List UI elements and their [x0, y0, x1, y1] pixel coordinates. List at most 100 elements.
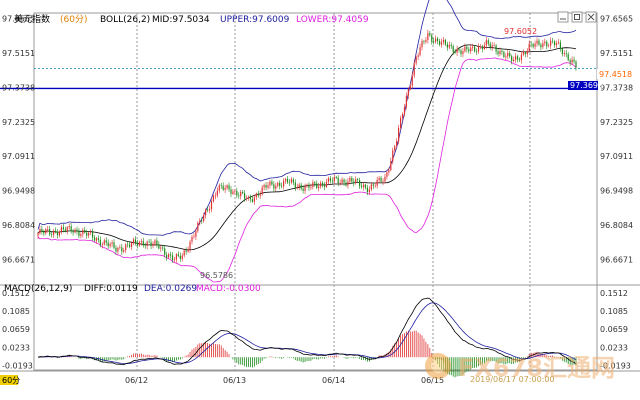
candle-body [74, 229, 76, 233]
candle-body [433, 41, 435, 43]
candle-body [49, 229, 51, 235]
candle-body [337, 177, 339, 184]
candle-body [503, 51, 505, 57]
candle-body [343, 179, 345, 183]
candle-body [208, 209, 211, 211]
macd-tick-label-left: 0.1512 [2, 289, 30, 298]
candle-body [66, 227, 68, 232]
candle-body [54, 230, 57, 233]
candle-body [390, 161, 392, 171]
candle-body [509, 52, 511, 57]
candle-body [442, 39, 445, 42]
candle-body [304, 186, 306, 191]
boll-lower-line [37, 57, 577, 283]
candle-body [150, 242, 152, 246]
candle-body [177, 254, 179, 256]
candle-body [183, 250, 185, 256]
candle-body [491, 45, 493, 48]
candle-body [82, 230, 84, 235]
candle-body [226, 185, 228, 188]
x-tick-label: 06/15 [421, 376, 444, 385]
candle-body [468, 49, 470, 52]
y-tick-label-right: 96.8084 [600, 221, 633, 230]
candle-body [411, 75, 413, 86]
candle-body [308, 184, 310, 188]
candle-body [255, 193, 257, 198]
candle-body [187, 249, 189, 252]
candle-body [462, 51, 464, 55]
close-icon[interactable] [585, 11, 597, 23]
candle-body [538, 40, 540, 45]
macd-tick-label-right: 0.1085 [600, 307, 628, 316]
mid-label: MID:97.5034 [152, 15, 210, 25]
candle-body [175, 254, 177, 260]
candle-body [415, 56, 417, 64]
candle-body [144, 245, 146, 247]
candle-body [191, 236, 193, 242]
candle-body [185, 250, 187, 252]
candle-body [483, 45, 485, 50]
candle-body [60, 227, 62, 232]
candle-body [349, 177, 351, 182]
candle-body [325, 181, 328, 187]
minimize-icon[interactable] [557, 11, 569, 23]
candle-body [499, 50, 501, 55]
candle-body [56, 232, 59, 236]
x-tick-label: 06/14 [322, 376, 345, 385]
candle-body [189, 241, 191, 250]
candle-body [247, 196, 250, 199]
expand-icon[interactable] [571, 11, 583, 23]
candle-body [472, 46, 474, 48]
candle-body [242, 192, 244, 194]
candle-body [230, 189, 232, 194]
candle-body [39, 229, 41, 234]
candle-body [210, 201, 213, 210]
candle-body [68, 226, 70, 228]
axes: 06/12 06/13 06/14 06/15 97.6565 97.6565 97.515… [2, 15, 633, 385]
candle-body [444, 39, 446, 45]
y-tick-label-right: 97.3738 [600, 83, 633, 92]
candle-body [553, 41, 556, 46]
candle-body [109, 243, 111, 247]
candle-body [286, 178, 289, 183]
candle-body [86, 232, 88, 236]
candle-body [314, 182, 316, 184]
candle-body [448, 44, 450, 48]
candle-body [394, 145, 396, 151]
candle-body [257, 193, 259, 196]
candle-body [401, 114, 404, 118]
boll-mid-line [37, 44, 577, 251]
candle-body [160, 247, 162, 249]
candle-body [101, 244, 103, 246]
candle-body [132, 239, 135, 244]
candle-body [168, 254, 170, 258]
candle-body [70, 226, 72, 232]
candle-body [403, 107, 406, 115]
candle-body [392, 150, 394, 162]
candle-body [427, 33, 429, 41]
candle-body [292, 179, 294, 183]
candle-body [72, 231, 74, 233]
candle-body [526, 50, 528, 55]
candle-body [232, 191, 234, 194]
candle-body [366, 187, 369, 193]
candle-body [45, 229, 47, 234]
candle-body [127, 244, 129, 246]
candle-body [542, 43, 544, 48]
candle-body [530, 43, 532, 45]
candle-body [431, 35, 433, 42]
candle-body [475, 51, 478, 52]
candle-body [201, 220, 203, 222]
candle-body [532, 44, 534, 47]
candle-body [283, 180, 285, 187]
candle-body [407, 89, 409, 96]
candle-body [501, 50, 503, 52]
candle-body [169, 254, 172, 256]
candle-body [296, 186, 298, 188]
candle-body [399, 117, 402, 129]
candle-body [78, 231, 80, 236]
candle-body [121, 247, 123, 252]
candle-body [97, 238, 100, 240]
y-tick-label-left: 96.9498 [2, 187, 35, 196]
candle-body [329, 178, 331, 181]
